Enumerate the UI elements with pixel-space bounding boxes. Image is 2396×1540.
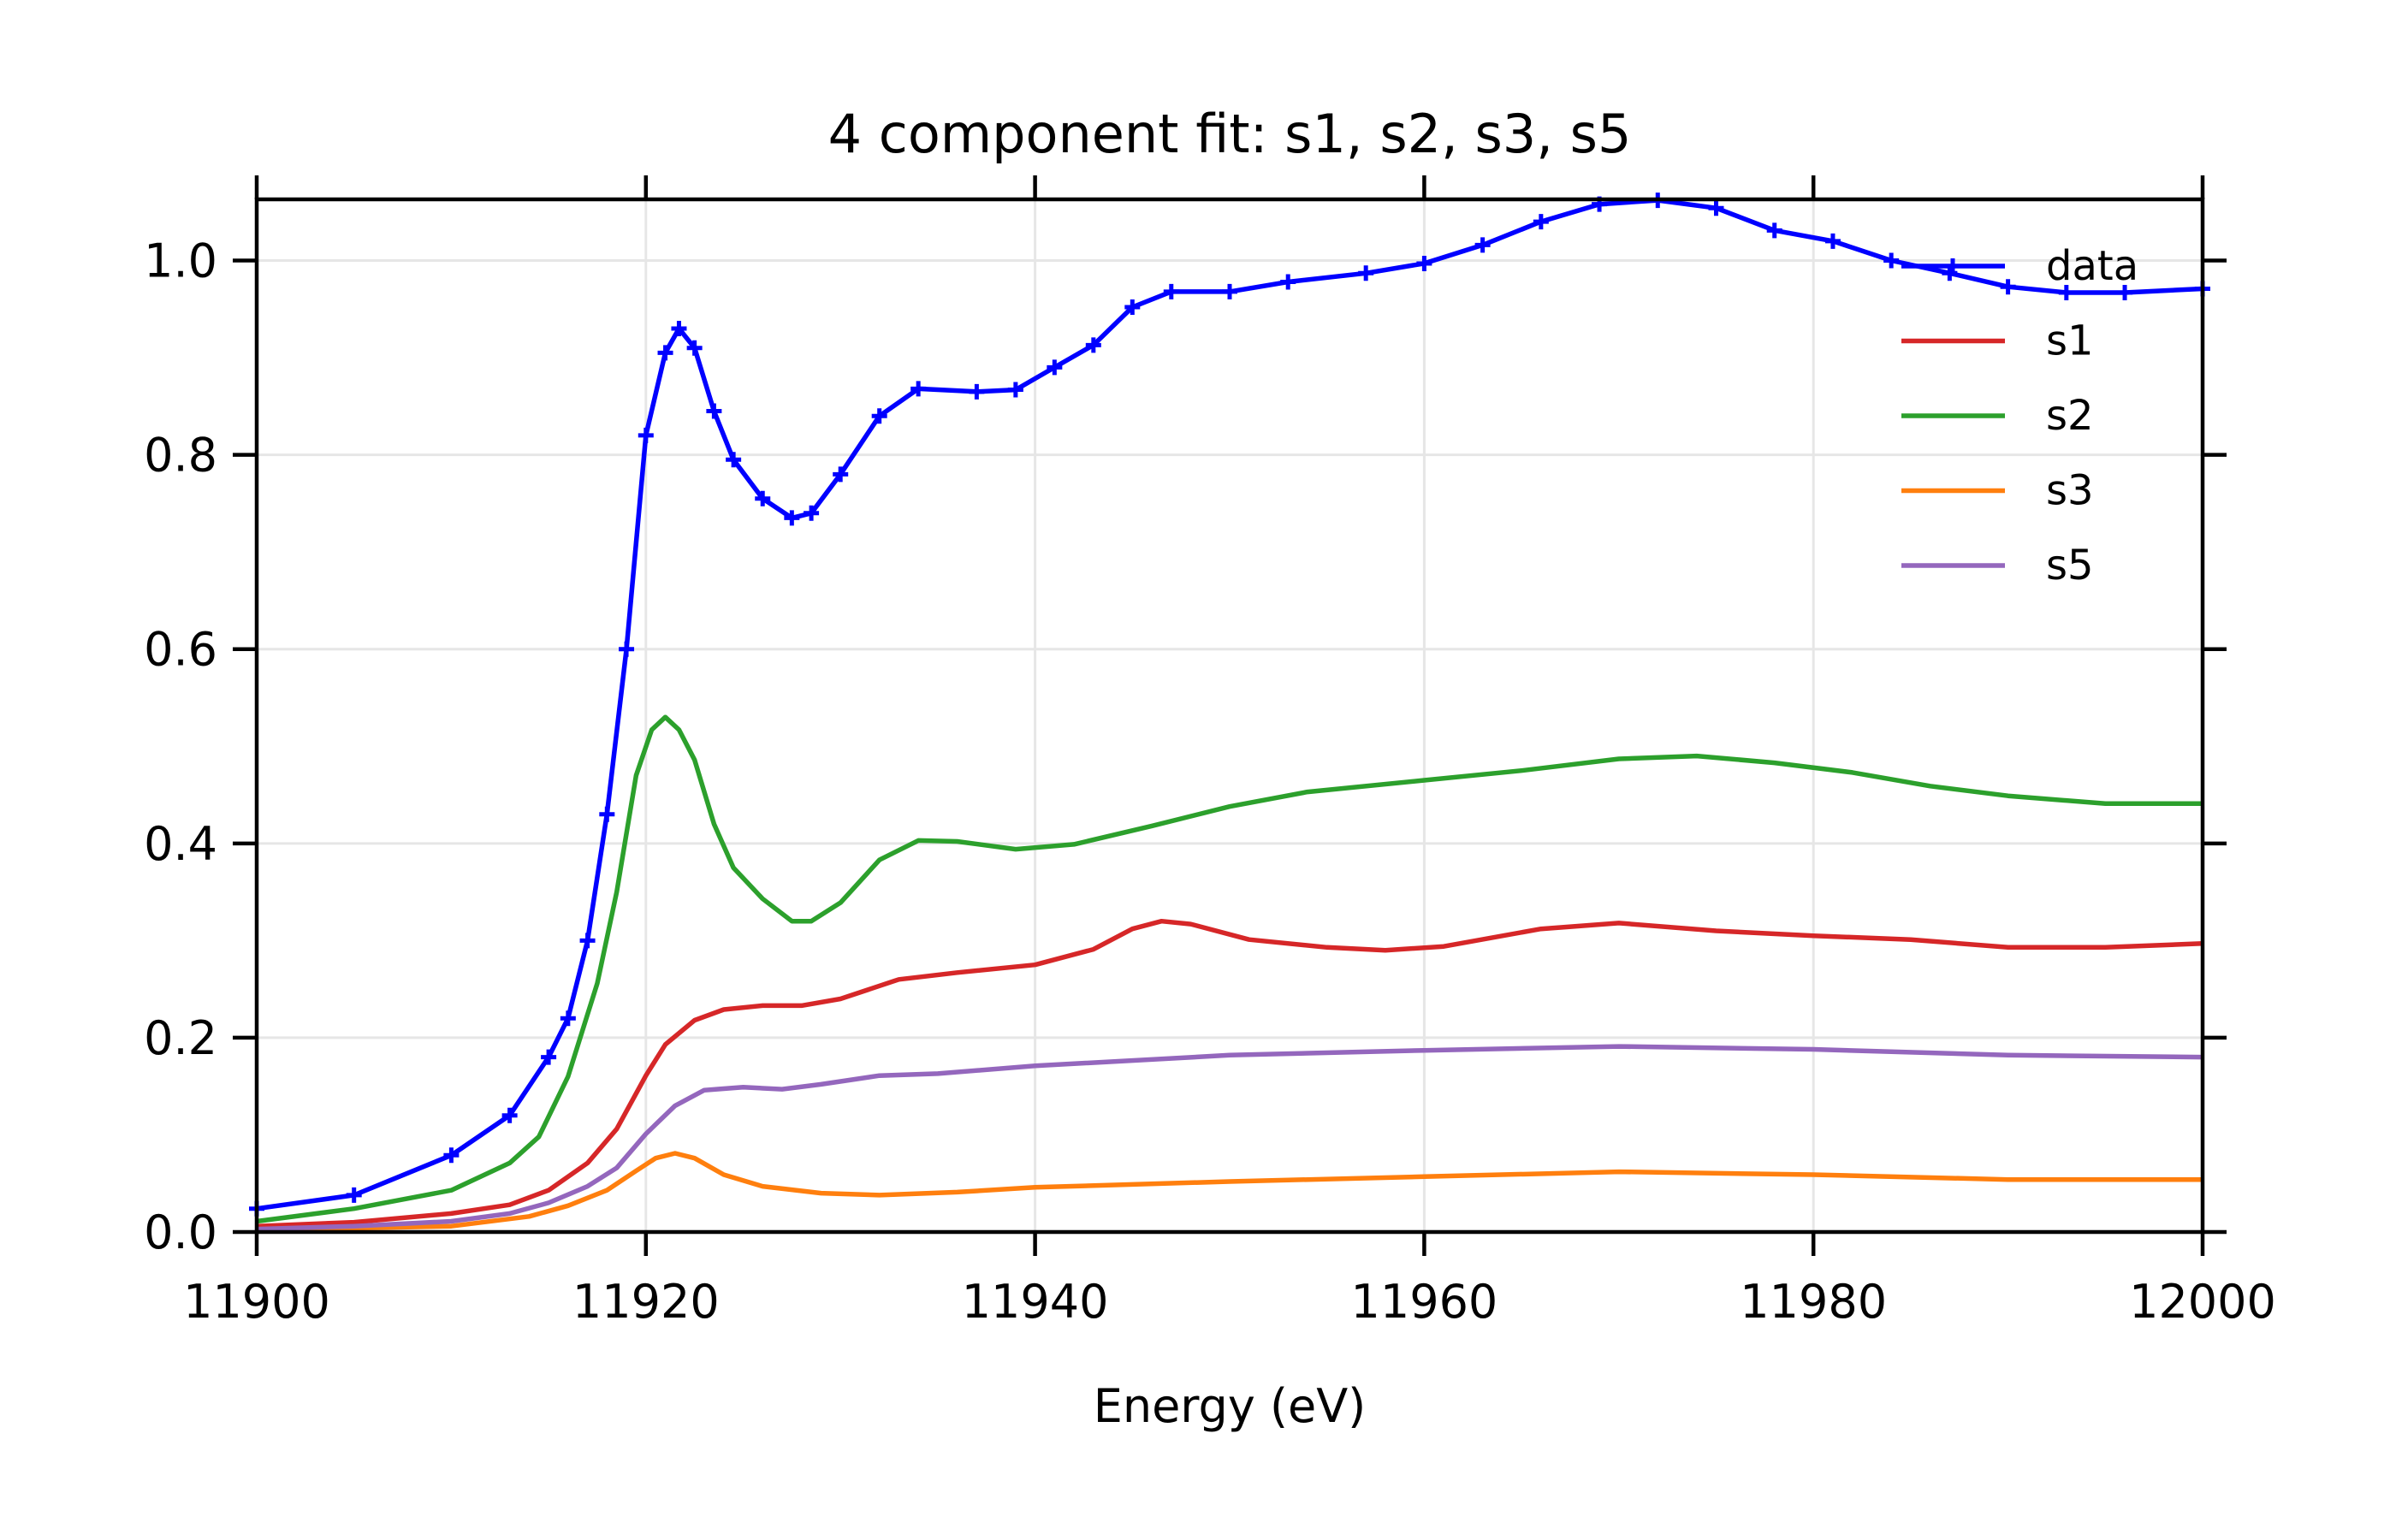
data-point-marker	[706, 403, 722, 419]
data-point-marker	[686, 340, 703, 356]
x-tick-label: 11900	[183, 1275, 330, 1329]
data-point-marker	[2117, 285, 2133, 301]
data-point-marker	[2058, 285, 2074, 301]
data-point-marker	[784, 510, 800, 526]
ticks: 11900 11920 11940 11960 11980 12000 0.0 0.2 0.4 0…	[144, 175, 2276, 1329]
legend-label-s5: s5	[2046, 542, 2094, 589]
data-point-marker	[541, 1049, 557, 1065]
plot-area	[249, 192, 2210, 1233]
data-point-marker	[1047, 359, 1063, 376]
data-point-marker	[726, 452, 742, 468]
legend: data s1 s2 s3 s5	[1901, 242, 2138, 589]
data-point-marker	[1358, 265, 1374, 281]
data-point-marker	[671, 321, 687, 337]
legend-label-s3: s3	[2046, 467, 2094, 515]
data-point-marker	[638, 427, 654, 443]
y-tick-label: 0.6	[144, 623, 217, 677]
data-point-marker	[1416, 255, 1432, 271]
axes-frame	[254, 197, 2205, 1235]
data-point-marker	[1474, 237, 1491, 253]
x-tick-label: 12000	[2129, 1275, 2276, 1329]
data-point-marker	[1280, 274, 1296, 290]
data-point-marker	[1883, 252, 1900, 269]
data-point-marker	[755, 490, 771, 506]
data-point-marker	[910, 381, 927, 397]
y-tick-label: 0.0	[144, 1205, 217, 1259]
data-point-marker	[1708, 200, 1724, 216]
data-point-marker	[804, 505, 820, 521]
data-point-marker	[1222, 283, 1237, 299]
data-point-marker	[1124, 299, 1141, 316]
x-axis-label: Energy (eV)	[1094, 1379, 1367, 1433]
data-point-marker	[619, 641, 635, 657]
legend-label-s2: s2	[2046, 392, 2094, 440]
data-point-marker	[1007, 382, 1023, 398]
data-point-marker	[1085, 337, 1101, 353]
series-line-s5	[256, 1044, 2203, 1232]
legend-label-data: data	[2046, 242, 2138, 290]
y-tick-label: 0.4	[144, 817, 217, 871]
series-line-s2	[256, 714, 2203, 1224]
data-point-marker	[1533, 214, 1549, 230]
data-point-marker	[560, 1010, 576, 1027]
data-point-marker	[2000, 279, 2016, 295]
data-point-marker	[1766, 222, 1782, 239]
y-tick-label: 0.2	[144, 1011, 217, 1065]
x-tick-label: 11940	[962, 1275, 1109, 1329]
data-point-marker	[501, 1107, 518, 1123]
data-point-marker	[1824, 233, 1841, 249]
chart-title: 4 component fit: s1, s2, s3, s5	[828, 103, 1632, 165]
data-point-marker	[969, 383, 985, 400]
x-tick-label: 11960	[1351, 1275, 1498, 1329]
y-tick-label: 0.8	[144, 429, 217, 483]
grid	[255, 199, 2204, 1234]
data-point-marker	[871, 408, 887, 424]
data-point-marker	[657, 345, 673, 361]
series-line-s3	[256, 1151, 2203, 1233]
series-line-data	[256, 198, 2203, 1211]
legend-label-s1: s1	[2046, 317, 2094, 365]
data-point-marker	[579, 933, 596, 949]
data-point-marker	[833, 466, 849, 483]
x-tick-label: 11920	[572, 1275, 720, 1329]
x-tick-label: 11980	[1740, 1275, 1887, 1329]
series-line-s1	[256, 918, 2203, 1229]
data-point-marker	[443, 1147, 460, 1164]
data-point-marker	[1163, 283, 1179, 299]
data-point-marker	[346, 1187, 362, 1203]
y-tick-label: 1.0	[144, 234, 217, 288]
data-point-marker	[599, 806, 615, 822]
